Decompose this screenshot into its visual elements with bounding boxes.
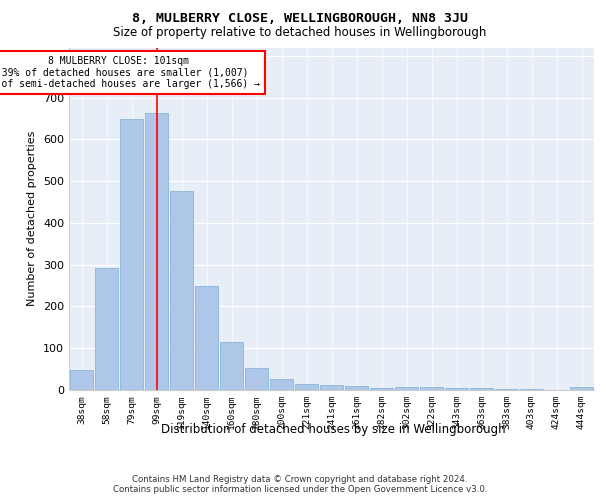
Bar	[220, 342, 243, 390]
Bar	[170, 191, 193, 390]
Bar	[445, 388, 468, 390]
Bar	[345, 386, 368, 390]
Bar	[270, 378, 293, 390]
Bar	[395, 386, 418, 390]
Bar	[70, 370, 93, 390]
Bar	[295, 384, 318, 390]
Bar	[470, 388, 493, 390]
Bar	[195, 286, 218, 390]
Bar	[420, 388, 443, 390]
Bar	[495, 388, 518, 390]
Bar	[95, 268, 118, 390]
Bar	[520, 389, 543, 390]
Text: 8 MULBERRY CLOSE: 101sqm
← 39% of detached houses are smaller (1,007)
60% of sem: 8 MULBERRY CLOSE: 101sqm ← 39% of detach…	[0, 56, 260, 89]
Bar	[570, 386, 593, 390]
Bar	[320, 384, 343, 390]
Text: Size of property relative to detached houses in Wellingborough: Size of property relative to detached ho…	[113, 26, 487, 39]
Y-axis label: Number of detached properties: Number of detached properties	[28, 131, 37, 306]
Text: 8, MULBERRY CLOSE, WELLINGBOROUGH, NN8 3JU: 8, MULBERRY CLOSE, WELLINGBOROUGH, NN8 3…	[132, 12, 468, 26]
Bar	[370, 388, 393, 390]
Text: Distribution of detached houses by size in Wellingborough: Distribution of detached houses by size …	[161, 422, 505, 436]
Bar	[145, 113, 168, 390]
Bar	[120, 120, 143, 390]
Bar	[245, 368, 268, 390]
Text: Contains HM Land Registry data © Crown copyright and database right 2024.
Contai: Contains HM Land Registry data © Crown c…	[113, 474, 487, 494]
